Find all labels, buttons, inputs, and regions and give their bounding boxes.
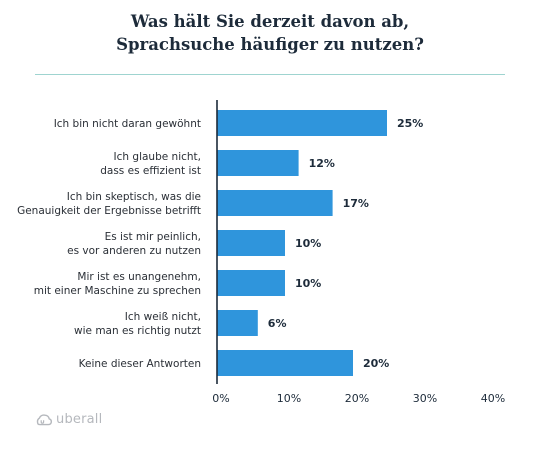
category-label-4: Mir ist es unangenehm, mit einer Maschine… <box>34 271 201 297</box>
chart-title-line-1: Was hält Sie derzeit davon ab, <box>130 12 410 31</box>
category-label-line: mit einer Maschine zu sprechen <box>34 285 201 297</box>
category-label-line: es vor anderen zu nutzen <box>67 245 201 257</box>
bar-3 <box>217 230 285 256</box>
x-tick-label-3: 30% <box>413 392 437 405</box>
value-label-1: 12% <box>309 157 335 170</box>
category-label-line: Mir ist es unangenehm, <box>77 271 201 283</box>
chart-title: Was hält Sie derzeit davon ab, Sprachsuc… <box>0 10 540 56</box>
bar-6 <box>217 350 353 376</box>
category-label-6: Keine dieser Antworten <box>79 358 201 370</box>
value-label-6: 20% <box>363 357 389 370</box>
brand-name: uberall <box>56 412 103 427</box>
category-label-1: Ich glaube nicht, dass es effizient ist <box>100 151 201 177</box>
value-label-5: 6% <box>268 317 287 330</box>
bar-0 <box>217 110 387 136</box>
category-label-line: Ich bin nicht daran gewöhnt <box>54 118 201 130</box>
category-label-line: Es ist mir peinlich, <box>105 231 201 243</box>
x-tick-label-2: 20% <box>345 392 369 405</box>
x-tick-label-1: 10% <box>277 392 301 405</box>
category-label-line: wie man es richtig nutzt <box>74 325 201 337</box>
category-label-2: Ich bin skeptisch, was die Genauigkeit de… <box>17 191 201 217</box>
category-label-0: Ich bin nicht daran gewöhnt <box>54 118 201 130</box>
value-label-2: 17% <box>343 197 369 210</box>
category-label-line: Ich weiß nicht, <box>125 311 201 323</box>
bar-1 <box>217 150 299 176</box>
value-label-3: 10% <box>295 237 321 250</box>
category-label-3: Es ist mir peinlich, es vor anderen zu nu… <box>67 231 201 257</box>
title-divider <box>35 74 505 75</box>
category-label-line: Keine dieser Antworten <box>79 358 201 370</box>
x-tick-label-4: 40% <box>481 392 505 405</box>
category-label-line: Ich glaube nicht, <box>114 151 201 163</box>
category-label-line: Ich bin skeptisch, was die <box>67 191 201 203</box>
value-label-0: 25% <box>397 117 423 130</box>
category-label-5: Ich weiß nicht, wie man es richtig nutzt <box>74 311 201 337</box>
value-label-4: 10% <box>295 277 321 290</box>
x-tick-label-0: 0% <box>212 392 229 405</box>
bar-2 <box>217 190 333 216</box>
chart-title-line-2: Sprachsuche häufiger zu nutzen? <box>116 35 424 54</box>
brand-logo: uberall <box>36 412 102 427</box>
category-label-line: Genauigkeit der Ergebnisse betrifft <box>17 205 201 217</box>
uberall-logo-icon <box>36 413 52 425</box>
bar-5 <box>217 310 258 336</box>
category-label-line: dass es effizient ist <box>100 165 201 177</box>
bar-4 <box>217 270 285 296</box>
